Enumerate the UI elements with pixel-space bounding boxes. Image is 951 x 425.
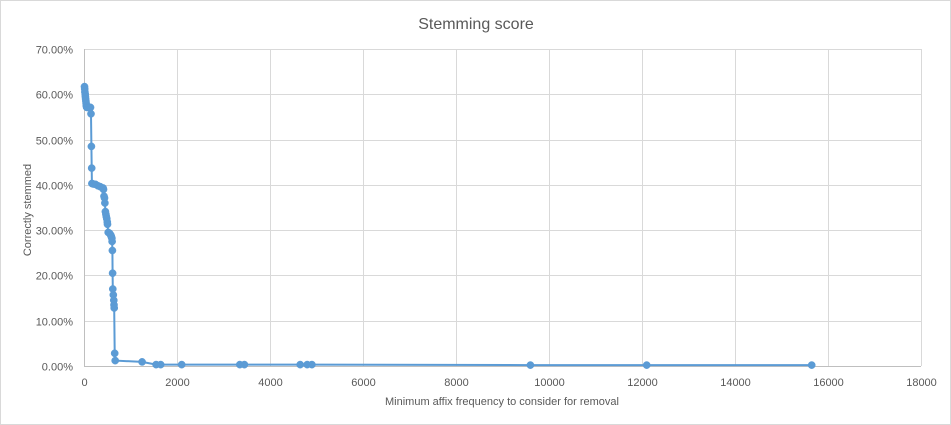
data-point xyxy=(86,103,95,112)
data-point xyxy=(111,356,120,365)
data-point xyxy=(87,164,96,172)
y-tick-label: 60.00% xyxy=(36,90,74,102)
data-points xyxy=(80,82,816,369)
y-tick-label: 50.00% xyxy=(36,136,74,148)
data-point xyxy=(156,360,165,369)
x-tick-label: 2000 xyxy=(165,377,189,389)
y-tick-label: 70.00% xyxy=(36,45,74,57)
x-tick-label: 18000 xyxy=(906,377,937,389)
data-point xyxy=(108,246,117,255)
data-point xyxy=(101,199,109,207)
data-point xyxy=(526,361,535,369)
data-point xyxy=(240,360,249,369)
x-tick-labels: 0 2000 4000 6000 8000 10000 12000 14000 16000 180… xyxy=(81,377,936,389)
x-tick-label: 0 xyxy=(81,377,87,389)
data-point xyxy=(308,360,316,369)
data-point xyxy=(296,360,305,369)
data-point xyxy=(103,220,112,229)
data-point xyxy=(642,361,651,369)
data-point xyxy=(177,360,186,369)
axes xyxy=(84,49,921,367)
x-tick-label: 8000 xyxy=(444,377,468,389)
data-point xyxy=(99,185,108,194)
data-point xyxy=(87,142,96,151)
y-tick-label: 30.00% xyxy=(36,226,74,238)
y-tick-label: 0.00% xyxy=(42,362,73,374)
x-tick-label: 12000 xyxy=(627,377,658,389)
y-tick-labels: 0.00% 10.00% 20.00% 30.00% 40.00% 50.00% 60.00… xyxy=(36,45,74,374)
data-point xyxy=(807,361,816,369)
gridlines xyxy=(84,49,922,366)
data-point xyxy=(110,304,119,312)
x-tick-label: 10000 xyxy=(534,377,565,389)
data-point xyxy=(108,237,116,246)
y-axis-title: Correctly stemmed xyxy=(22,164,34,256)
x-tick-label: 4000 xyxy=(258,377,282,389)
x-tick-label: 14000 xyxy=(720,377,751,389)
y-tick-label: 20.00% xyxy=(36,271,74,283)
series-line xyxy=(83,86,812,367)
chart-title: Stemming score xyxy=(418,16,534,33)
data-point xyxy=(110,349,119,358)
y-tick-label: 10.00% xyxy=(36,317,74,329)
data-point xyxy=(87,109,95,118)
data-point xyxy=(138,358,146,366)
x-tick-label: 6000 xyxy=(351,377,375,389)
y-tick-label: 40.00% xyxy=(36,181,74,193)
x-tick-label: 16000 xyxy=(813,377,844,389)
x-axis-title: Minimum affix frequency to consider for … xyxy=(385,396,619,408)
data-point xyxy=(108,269,117,278)
